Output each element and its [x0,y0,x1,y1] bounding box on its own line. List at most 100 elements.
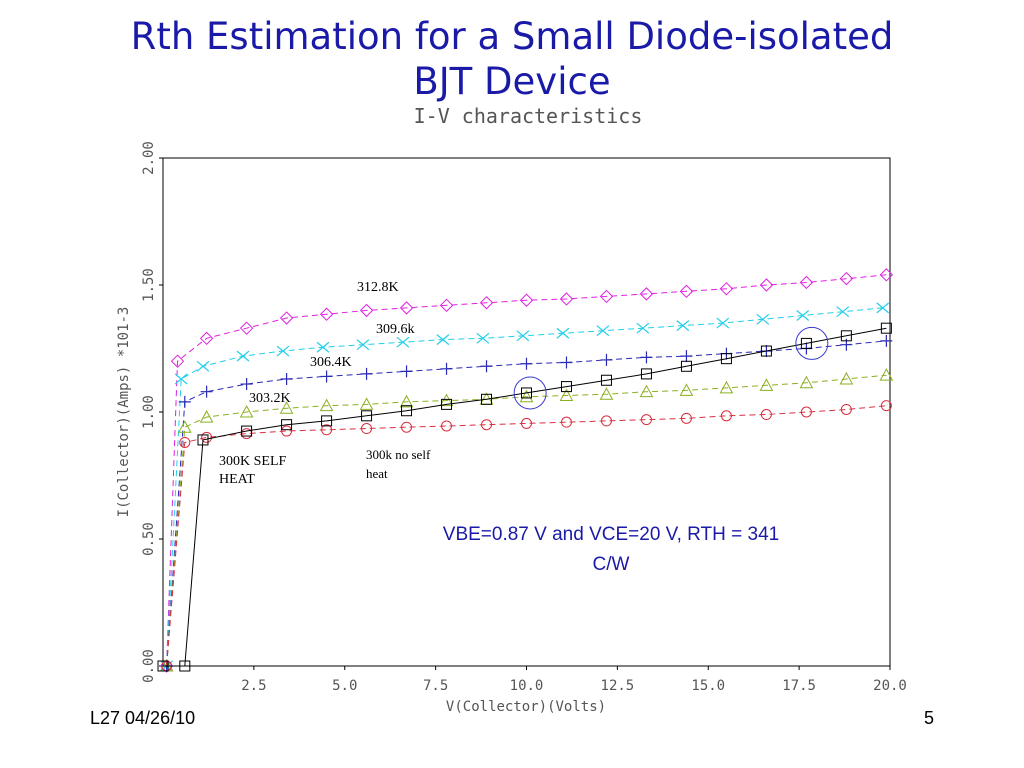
highlight-layer [513,326,829,410]
x-tick-label: 20.0 [873,678,907,694]
data-point-diamond [719,282,734,296]
data-point-diamond [199,331,214,346]
data-point-square [760,345,772,357]
data-point-x [556,327,570,339]
data-point-diamond [279,311,294,325]
data-point-diamond [599,289,614,304]
series-300k-self-heat [157,322,892,672]
data-point-triangle [199,410,214,423]
data-point-x [716,317,730,329]
data-point-square [241,425,253,437]
y-tick-label: 0.50 [141,522,157,556]
data-point-triangle [279,401,294,414]
data-point-triangle [639,384,654,398]
data-point-circle [880,400,892,412]
data-point-x [196,360,210,372]
x-axis-label: V(Collector)(Volts) [446,699,606,715]
data-point-circle [560,416,572,428]
slide-title: Rth Estimation for a Small Diode-isolate… [0,14,1024,104]
label-300k-self-heat-line1: 300K SELF [219,454,287,469]
data-point-plus [640,351,653,364]
data-point-square [179,660,191,672]
data-point-diamond [239,321,254,335]
data-point-diamond [359,303,374,318]
data-point-triangle [239,404,254,418]
data-point-triangle [399,394,414,408]
data-point-circle [321,424,333,436]
data-point-square [281,419,293,431]
data-point-triangle [759,378,774,391]
plot-frame [162,157,891,667]
series-line [163,327,887,667]
page-number: 5 [924,708,935,728]
data-point-square [880,322,892,334]
data-point-square [600,374,612,386]
x-tick-label: 17.5 [782,678,816,694]
y-tick-label: 1.50 [141,268,157,302]
data-point-diamond [319,307,334,321]
data-point-square [840,330,852,342]
data-point-x [796,310,810,321]
data-point-diamond [759,278,774,292]
data-point-diamond [559,292,574,306]
data-point-triangle [599,387,614,400]
data-point-circle [201,431,213,443]
data-point-triangle [319,398,334,412]
data-point-triangle [719,380,734,394]
label-312-8k: 312.8K [357,280,399,295]
data-point-triangle [359,397,374,410]
data-point-x [356,339,370,351]
series-306-4k [160,334,893,672]
data-point-x [876,302,890,314]
data-point-plus [178,395,191,408]
series-layer [157,268,894,673]
data-point-diamond [679,284,694,299]
data-point-triangle [799,375,814,389]
data-point-square [401,405,413,417]
x-tick-label: 12.5 [601,678,635,694]
data-point-diamond [799,275,814,290]
data-point-x [436,334,450,346]
x-tick-label: 7.5 [423,678,448,694]
label-300k-no-self-heat-line1: 300k no self [366,447,431,462]
series-line [166,405,887,667]
rth-result-line2: C/W [593,554,630,575]
data-point-triangle [177,420,192,433]
y-tick-label: 1.00 [141,395,157,429]
data-point-square [157,660,169,672]
label-303-2k: 303.2K [249,391,291,406]
data-point-square [720,353,732,365]
data-point-diamond [839,271,854,286]
x-tick-label: 15.0 [691,678,725,694]
series-line [166,374,887,667]
data-point-plus [880,334,893,347]
x-tick-label: 5.0 [332,678,357,694]
data-point-square [560,381,572,393]
label-309-6k: 309.6k [376,322,415,337]
data-point-x [174,373,188,385]
highlight-circle [513,376,547,410]
chart-title: I-V characteristics [414,104,643,128]
data-point-x [676,320,690,332]
rth-result-line1: VBE=0.87 V and VCE=20 V, RTH = 341 [443,524,779,545]
highlight-circle [795,326,829,360]
data-point-plus [240,378,253,391]
data-point-plus [680,350,693,363]
data-point-x [396,336,410,348]
data-point-circle [720,410,732,422]
data-point-circle [441,420,453,432]
data-point-x [476,332,490,344]
data-point-square [680,360,692,372]
data-point-plus [200,385,213,398]
data-point-circle [760,409,772,421]
data-point-plus [280,372,293,385]
y-tick-label: 0.00 [141,649,157,683]
data-point-x [756,313,770,325]
data-point-square [800,337,812,349]
series-303-2k [159,368,894,672]
data-point-plus [440,362,453,375]
slide-title-line1: Rth Estimation for a Small Diode-isolate… [130,15,894,58]
data-point-square [521,387,532,399]
label-300k-no-self-heat-line2: heat [366,466,388,481]
